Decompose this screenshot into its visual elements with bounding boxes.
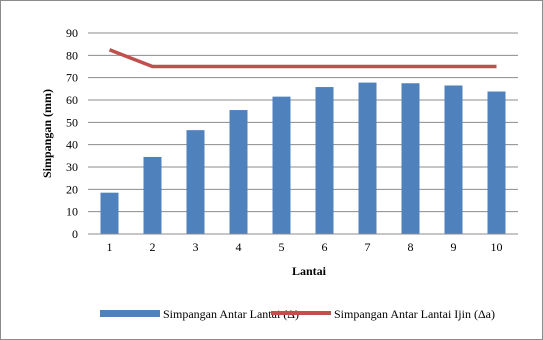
legend-label-bars: Simpangan Antar Lantai (Δ) xyxy=(163,307,299,321)
y-tick-labels: 0 10 20 30 40 50 60 70 80 90 xyxy=(66,26,78,241)
bar xyxy=(487,91,506,234)
bar-series xyxy=(100,82,506,235)
x-tick-label: 5 xyxy=(279,240,285,254)
line-series xyxy=(108,48,497,69)
bar xyxy=(272,96,291,235)
bar xyxy=(143,156,162,234)
y-tick-label: 60 xyxy=(66,93,78,107)
bar xyxy=(358,82,377,234)
y-tick-label: 30 xyxy=(66,160,78,174)
bar xyxy=(100,192,119,234)
bar xyxy=(186,130,205,234)
legend-swatch-line xyxy=(271,311,331,315)
y-tick-label: 10 xyxy=(66,205,78,219)
bar xyxy=(315,87,334,235)
x-tick-label: 8 xyxy=(408,240,414,254)
x-tick-labels: 1 2 3 4 5 6 7 8 9 10 xyxy=(107,240,503,254)
line-series-path xyxy=(108,48,497,69)
bar xyxy=(401,83,420,234)
x-tick-label: 1 xyxy=(107,240,113,254)
x-tick-label: 3 xyxy=(193,240,199,254)
x-tick-label: 10 xyxy=(491,240,503,254)
y-axis-title: Simpangan (mm) xyxy=(40,89,54,178)
x-tick-label: 2 xyxy=(150,240,156,254)
x-tick-label: 7 xyxy=(365,240,371,254)
legend-label-line: Simpangan Antar Lantai Ijin (Δa) xyxy=(334,307,495,321)
y-tick-label: 20 xyxy=(66,182,78,196)
x-tick-label: 9 xyxy=(451,240,457,254)
y-tick-label: 80 xyxy=(66,48,78,62)
y-tick-label: 90 xyxy=(66,26,78,40)
x-tick-label: 6 xyxy=(322,240,328,254)
x-tick-label: 4 xyxy=(236,240,242,254)
bar xyxy=(229,110,248,234)
y-tick-label: 0 xyxy=(72,227,78,241)
y-tick-label: 70 xyxy=(66,71,78,85)
bar xyxy=(444,85,463,234)
x-axis-title: Lantai xyxy=(292,264,327,278)
y-tick-label: 50 xyxy=(66,115,78,129)
legend: Simpangan Antar Lantai (Δ) Simpangan Ant… xyxy=(100,307,495,321)
y-tick-label: 40 xyxy=(66,138,78,152)
legend-swatch-bars xyxy=(100,310,160,317)
